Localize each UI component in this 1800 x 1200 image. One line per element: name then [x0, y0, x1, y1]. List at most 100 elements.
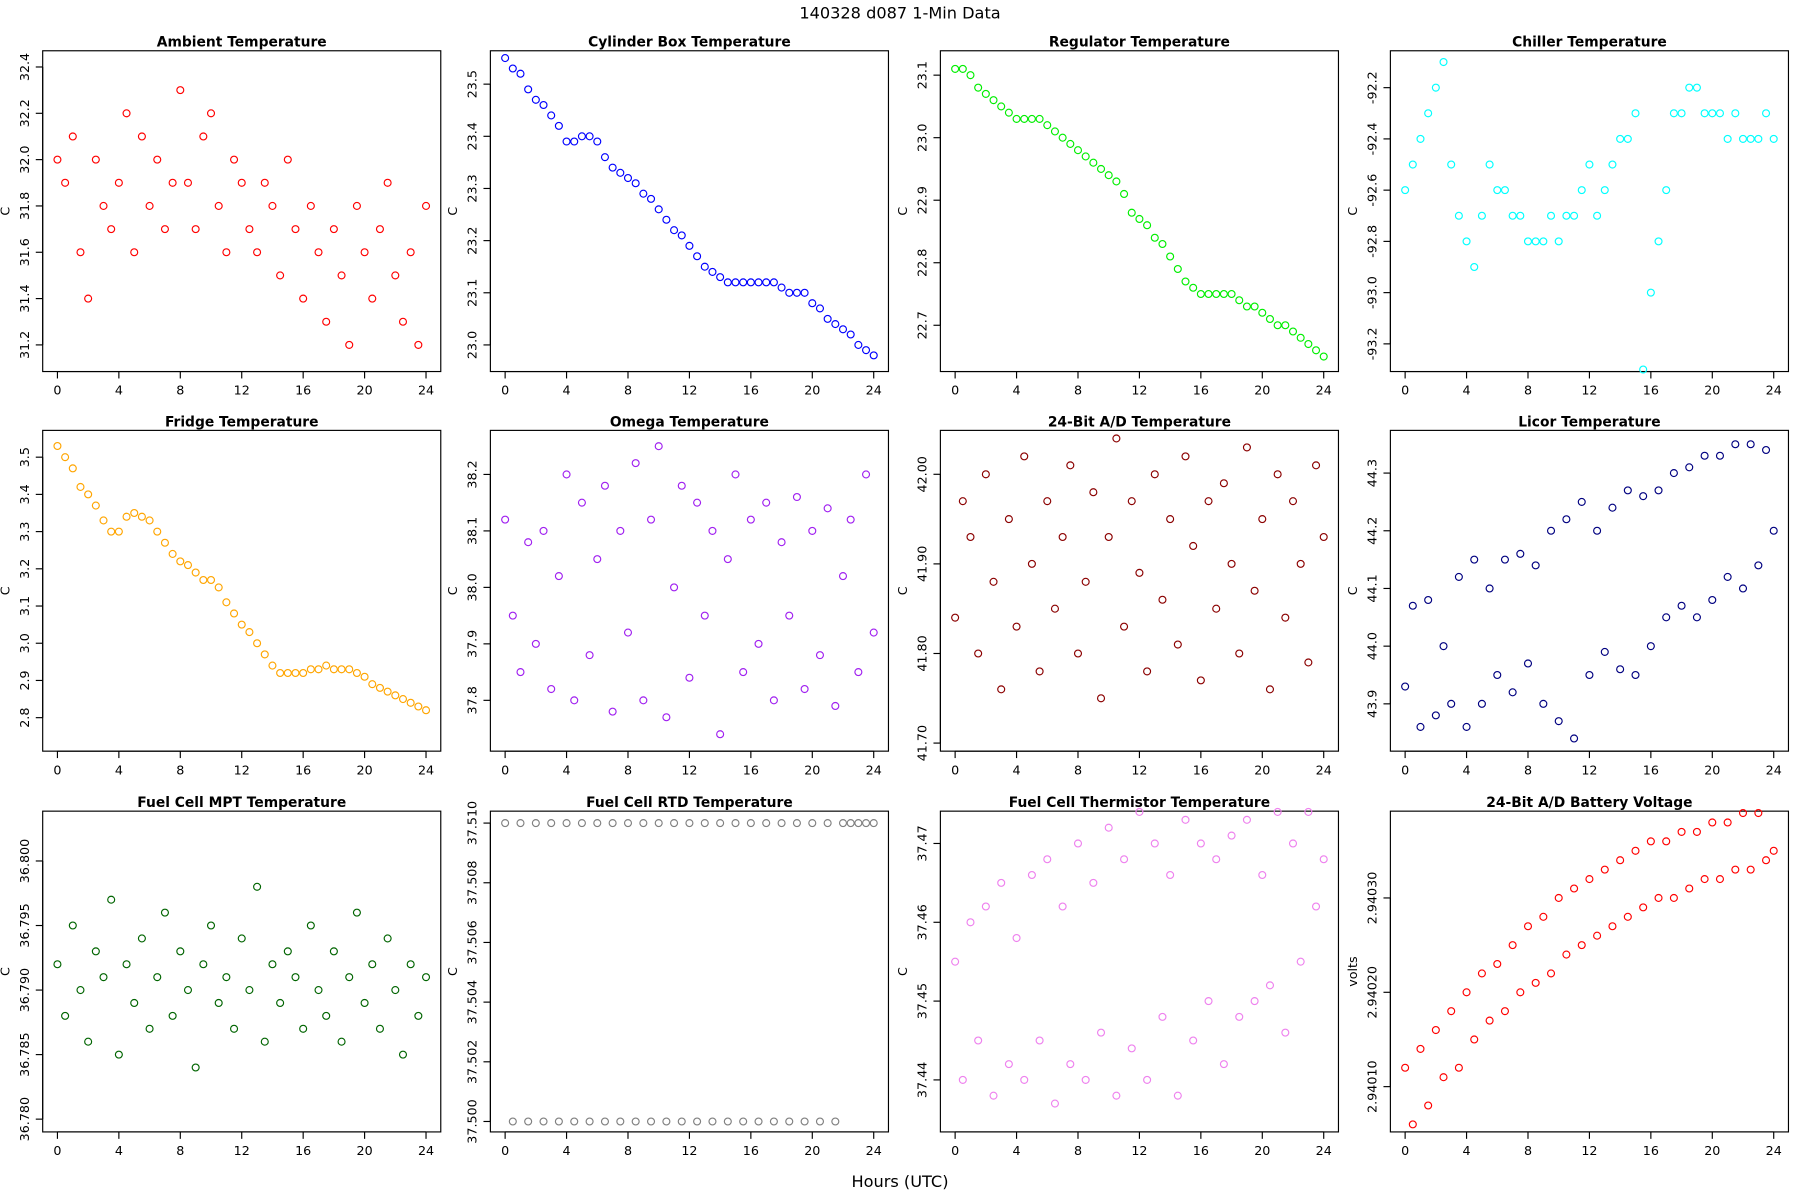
x-tick-label: 20: [1254, 762, 1270, 777]
point: [360, 672, 369, 681]
point: [414, 702, 423, 711]
point: [808, 526, 817, 535]
point: [1715, 109, 1725, 118]
point: [391, 271, 400, 280]
point: [585, 1117, 594, 1126]
point: [1281, 613, 1290, 622]
y-tick-label: 3.1: [17, 596, 32, 616]
point: [958, 1075, 967, 1084]
point: [1312, 346, 1321, 355]
point: [1608, 922, 1617, 931]
x-tick-label: 20: [357, 383, 373, 398]
y-tick-label: 44.3: [1365, 459, 1380, 487]
point: [84, 1037, 93, 1046]
point: [1485, 160, 1494, 169]
point: [1493, 670, 1502, 680]
x-tick-label: 20: [804, 762, 820, 777]
y-tick-label: 3.4: [17, 484, 32, 504]
point: [329, 665, 338, 674]
point: [1715, 875, 1725, 884]
point: [585, 132, 594, 141]
point: [846, 515, 855, 524]
point: [1708, 595, 1717, 605]
panel-title: Fuel Cell RTD Temperature: [586, 795, 793, 811]
point: [1646, 288, 1655, 297]
y-tick-label: 37.45: [915, 983, 930, 1019]
point: [958, 64, 967, 73]
y-tick-label: 38.2: [465, 460, 480, 488]
point: [53, 960, 62, 969]
y-tick-label: 22.8: [915, 249, 930, 277]
point: [1477, 699, 1486, 708]
x-tick-label: 24: [1316, 383, 1332, 398]
point: [1523, 659, 1533, 668]
point: [1685, 83, 1694, 92]
point: [693, 498, 702, 507]
y-tick-label: 23.3: [465, 174, 480, 202]
point: [107, 895, 116, 904]
point: [1654, 486, 1663, 495]
point: [421, 973, 431, 982]
point: [1288, 839, 1298, 848]
x-tick-label: 16: [1193, 383, 1209, 398]
point: [360, 248, 369, 257]
y-tick-label: 37.508: [465, 861, 480, 905]
x-tick-label: 8: [624, 762, 632, 777]
y-tick-label: -93.0: [1365, 276, 1380, 309]
point: [989, 1091, 998, 1100]
point: [360, 998, 369, 1008]
point: [1439, 58, 1448, 67]
x-tick-label: 12: [234, 762, 250, 777]
point: [1250, 586, 1259, 595]
point: [137, 934, 146, 943]
point: [1143, 667, 1152, 676]
x-tick-label: 4: [115, 762, 123, 777]
point: [1631, 670, 1640, 680]
y-tick-label: 32.4: [17, 53, 32, 81]
point: [1273, 470, 1282, 479]
point: [1020, 1075, 1029, 1084]
point: [524, 1117, 533, 1126]
point: [1454, 572, 1463, 581]
panel: Licor Temperature C 0 4 8 12 16 20 24 43.9 44.0 44.…: [1345, 414, 1790, 777]
point: [1662, 613, 1671, 622]
x-tick-label: 24: [1316, 762, 1332, 777]
point: [1166, 252, 1175, 261]
point: [562, 470, 571, 479]
point: [406, 698, 415, 707]
x-tick-label: 12: [234, 383, 250, 398]
point: [345, 665, 354, 674]
point: [531, 95, 540, 104]
y-tick-label: 38.0: [465, 573, 480, 601]
point: [1043, 855, 1052, 864]
point: [539, 1117, 548, 1126]
y-tick-label: 37.510: [465, 801, 480, 845]
point: [1692, 613, 1701, 622]
point: [974, 83, 983, 92]
y-tick-label: 32.2: [17, 99, 32, 127]
point: [1677, 827, 1686, 836]
figure-title: 140328 d087 1-Min Data: [799, 3, 1000, 22]
point: [508, 1117, 517, 1126]
point: [237, 620, 246, 629]
point: [191, 1063, 200, 1072]
point: [168, 178, 177, 187]
point: [260, 1037, 269, 1046]
x-tick-label: 16: [1193, 762, 1209, 777]
point: [1120, 622, 1129, 631]
point: [168, 1011, 177, 1020]
y-tick-label: 38.1: [465, 517, 480, 545]
y-axis-title: C: [895, 207, 910, 216]
point: [1639, 492, 1648, 501]
panel-title: Regulator Temperature: [1049, 35, 1230, 51]
point: [1304, 339, 1313, 349]
point: [253, 639, 262, 648]
point: [1585, 670, 1594, 680]
point: [646, 194, 656, 203]
x-tick-label: 0: [501, 762, 509, 777]
point: [966, 918, 975, 927]
point: [654, 442, 663, 451]
point: [739, 1117, 748, 1126]
y-tick-label: 3.2: [17, 559, 32, 579]
